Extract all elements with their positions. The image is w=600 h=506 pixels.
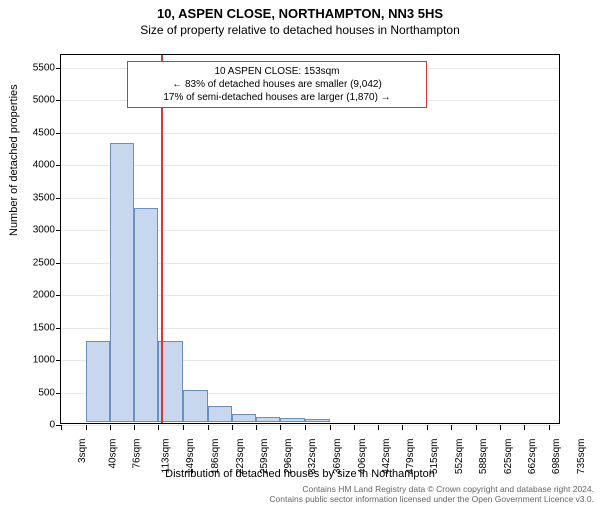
xtick-mark	[451, 425, 452, 430]
annotation-line: 17% of semi-detached houses are larger (…	[134, 91, 420, 104]
xtick-label: 40sqm	[107, 439, 118, 469]
xtick-mark	[110, 425, 111, 430]
xtick-label: 3sqm	[77, 439, 88, 463]
histogram-bar	[134, 208, 158, 422]
xtick-mark	[256, 425, 257, 430]
ytick-mark	[56, 328, 61, 329]
ytick-label: 2000	[15, 290, 55, 301]
ytick-mark	[56, 68, 61, 69]
xtick-mark	[524, 425, 525, 430]
histogram-bar	[256, 417, 280, 422]
xtick-mark	[280, 425, 281, 430]
ytick-label: 500	[15, 387, 55, 398]
ytick-mark	[56, 133, 61, 134]
ytick-label: 4500	[15, 127, 55, 138]
gridline	[61, 133, 559, 134]
ytick-label: 1500	[15, 322, 55, 333]
xtick-mark	[86, 425, 87, 430]
xtick-mark	[549, 425, 550, 430]
histogram-chart: 0500100015002000250030003500400045005000…	[60, 54, 560, 424]
xtick-mark	[330, 425, 331, 430]
ytick-label: 5000	[15, 95, 55, 106]
x-axis-label: Distribution of detached houses by size …	[0, 468, 600, 480]
xtick-mark	[183, 425, 184, 430]
xtick-mark	[232, 425, 233, 430]
ytick-label: 1000	[15, 355, 55, 366]
histogram-bar	[110, 143, 135, 422]
xtick-mark	[476, 425, 477, 430]
xtick-mark	[134, 425, 135, 430]
gridline	[61, 425, 559, 426]
xtick-mark	[500, 425, 501, 430]
page-title: 10, ASPEN CLOSE, NORTHAMPTON, NN3 5HS	[0, 6, 600, 21]
annotation-line: ← 83% of detached houses are smaller (9,…	[134, 78, 420, 91]
ytick-mark	[56, 295, 61, 296]
ytick-mark	[56, 263, 61, 264]
page-subtitle: Size of property relative to detached ho…	[0, 23, 600, 37]
histogram-bar	[305, 419, 330, 422]
ytick-mark	[56, 198, 61, 199]
xtick-mark	[378, 425, 379, 430]
ytick-label: 4000	[15, 160, 55, 171]
annotation-box: 10 ASPEN CLOSE: 153sqm← 83% of detached …	[127, 61, 427, 108]
histogram-bar	[86, 341, 110, 422]
footer-line-1: Contains HM Land Registry data © Crown c…	[269, 484, 594, 494]
histogram-bar	[232, 414, 257, 422]
gridline	[61, 165, 559, 166]
ytick-label: 3000	[15, 225, 55, 236]
ytick-label: 0	[15, 420, 55, 431]
footer-line-2: Contains public sector information licen…	[269, 494, 594, 504]
xtick-mark	[402, 425, 403, 430]
histogram-bar	[280, 418, 305, 422]
histogram-bar	[208, 406, 232, 422]
ytick-mark	[56, 165, 61, 166]
ytick-mark	[56, 393, 61, 394]
plot-box: 0500100015002000250030003500400045005000…	[60, 54, 560, 424]
xtick-mark	[427, 425, 428, 430]
xtick-label: 76sqm	[131, 439, 142, 469]
ytick-mark	[56, 230, 61, 231]
ytick-label: 5500	[15, 62, 55, 73]
gridline	[61, 198, 559, 199]
ytick-label: 2500	[15, 257, 55, 268]
annotation-line: 10 ASPEN CLOSE: 153sqm	[134, 65, 420, 78]
ytick-mark	[56, 100, 61, 101]
xtick-mark	[354, 425, 355, 430]
reference-line	[161, 55, 163, 423]
xtick-mark	[305, 425, 306, 430]
footer-credits: Contains HM Land Registry data © Crown c…	[269, 484, 594, 504]
xtick-mark	[208, 425, 209, 430]
xtick-mark	[158, 425, 159, 430]
ytick-label: 3500	[15, 192, 55, 203]
ytick-mark	[56, 360, 61, 361]
histogram-bar	[183, 390, 208, 422]
xtick-mark	[61, 425, 62, 430]
